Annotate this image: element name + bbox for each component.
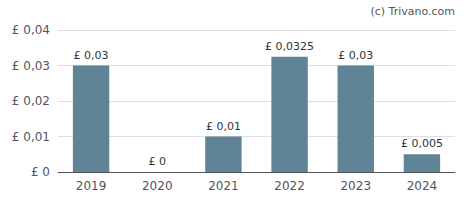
svg-text:2020: 2020 (142, 179, 173, 193)
svg-text:2023: 2023 (340, 179, 371, 193)
svg-text:2021: 2021 (208, 179, 239, 193)
svg-text:2019: 2019 (76, 179, 107, 193)
svg-text:2022: 2022 (274, 179, 305, 193)
svg-text:£ 0,02: £ 0,02 (12, 94, 50, 108)
svg-text:£ 0,03: £ 0,03 (74, 49, 109, 62)
svg-text:£ 0,04: £ 0,04 (12, 23, 50, 37)
svg-text:£ 0,01: £ 0,01 (206, 120, 241, 133)
svg-text:(c) Trivano.com: (c) Trivano.com (370, 5, 455, 18)
svg-text:£ 0,005: £ 0,005 (401, 137, 443, 150)
svg-text:£ 0,0325: £ 0,0325 (265, 40, 314, 53)
svg-text:£ 0,01: £ 0,01 (12, 130, 50, 144)
svg-text:£ 0,03: £ 0,03 (12, 59, 50, 73)
svg-text:2024: 2024 (407, 179, 438, 193)
svg-text:£ 0,03: £ 0,03 (338, 49, 373, 62)
svg-text:£ 0: £ 0 (149, 155, 167, 168)
svg-text:£ 0: £ 0 (31, 165, 50, 179)
